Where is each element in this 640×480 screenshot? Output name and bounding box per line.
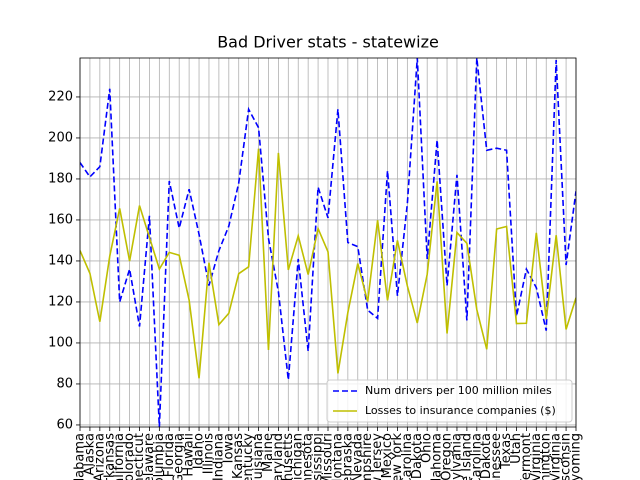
x-tick-label: Mississippi	[311, 433, 326, 480]
x-tick-label: Ohio	[420, 433, 435, 463]
x-tick-label: Texas	[499, 433, 514, 470]
x-tick-label: Hawaii	[182, 433, 197, 477]
x-tick-label: Michigan	[291, 433, 306, 480]
y-tick-label: 60	[56, 417, 73, 432]
x-tick-label: Maryland	[271, 433, 286, 480]
y-tick-label: 140	[48, 253, 73, 268]
x-tick-label: South Carolina	[469, 433, 484, 480]
x-tick-label: Pennsylvania	[449, 433, 464, 480]
x-tick-label: West Virginia	[549, 433, 564, 480]
x-tick-label: Maine	[261, 433, 276, 472]
y-tick-label: 180	[48, 171, 73, 186]
x-tick-label: South Dakota	[479, 433, 494, 480]
legend-label: Num drivers per 100 million miles	[365, 384, 552, 397]
x-tick-label: Tennessee	[489, 433, 504, 480]
x-tick-label: California	[112, 433, 127, 480]
x-tick-label: Georgia	[172, 433, 187, 480]
legend-box	[326, 379, 573, 423]
y-tick-label: 160	[48, 212, 73, 227]
chart-title: Bad Driver stats - statewize	[217, 33, 439, 52]
x-tick-label: Utah	[509, 433, 524, 464]
x-tick-label: Massachusetts	[281, 433, 296, 480]
y-tick-label: 200	[48, 130, 73, 145]
x-tick-label: Oregon	[440, 433, 455, 480]
x-tick-label: Arizona	[92, 433, 107, 480]
x-tick-label: Montana	[330, 433, 345, 480]
x-tick-label: Arkansas	[102, 433, 117, 480]
x-tick-label: District of Columbia	[152, 433, 167, 480]
y-tick-label: 220	[48, 89, 73, 104]
plot-frame	[79, 57, 577, 428]
x-tick-label: Missouri	[321, 433, 336, 480]
x-tick-label: Rhode Island	[459, 433, 474, 480]
x-tick-label: Minnesota	[301, 433, 316, 480]
x-tick-label: North Carolina	[400, 433, 415, 480]
x-tick-label: Kansas	[231, 433, 246, 479]
x-tick-label: Iowa	[221, 433, 236, 463]
x-tick-label: Louisiana	[251, 433, 266, 480]
x-tick-label: Alaska	[82, 433, 97, 476]
x-tick-label: New Jersey	[370, 433, 385, 480]
x-tick-label: Kentucky	[241, 433, 256, 480]
x-tick-label: New York	[390, 433, 405, 480]
y-tick-label: 100	[48, 335, 73, 350]
x-tick-label: North Dakota	[410, 433, 425, 480]
x-tick-label: Virginia	[529, 433, 544, 480]
x-tick-label: New Hampshire	[360, 433, 375, 480]
x-tick-label: Idaho	[192, 433, 207, 469]
x-tick-label: Delaware	[142, 433, 157, 480]
x-tick-label: Nebraska	[340, 433, 355, 480]
x-tick-label: New Mexico	[380, 433, 395, 480]
x-tick-label: Colorado	[122, 433, 137, 480]
x-tick-label: Nevada	[350, 433, 365, 480]
x-tick-label: Illinois	[201, 433, 216, 474]
x-tick-label: Washington	[539, 433, 554, 480]
y-tick-label: 80	[56, 376, 73, 391]
x-tick-label: Vermont	[519, 433, 534, 480]
x-tick-label: Indiana	[211, 433, 226, 480]
x-tick-label: Florida	[162, 433, 177, 477]
y-tick-label: 120	[48, 294, 73, 309]
legend-label: Losses to insurance companies ($)	[365, 404, 556, 417]
x-tick-label: Wyoming	[569, 433, 584, 480]
x-tick-label: Wisconsin	[559, 433, 574, 480]
x-tick-label: Connecticut	[132, 433, 147, 480]
line-series	[80, 148, 576, 379]
line-series	[80, 58, 576, 427]
x-tick-label: Alabama	[73, 433, 88, 480]
x-tick-label: Oklahoma	[430, 433, 445, 480]
